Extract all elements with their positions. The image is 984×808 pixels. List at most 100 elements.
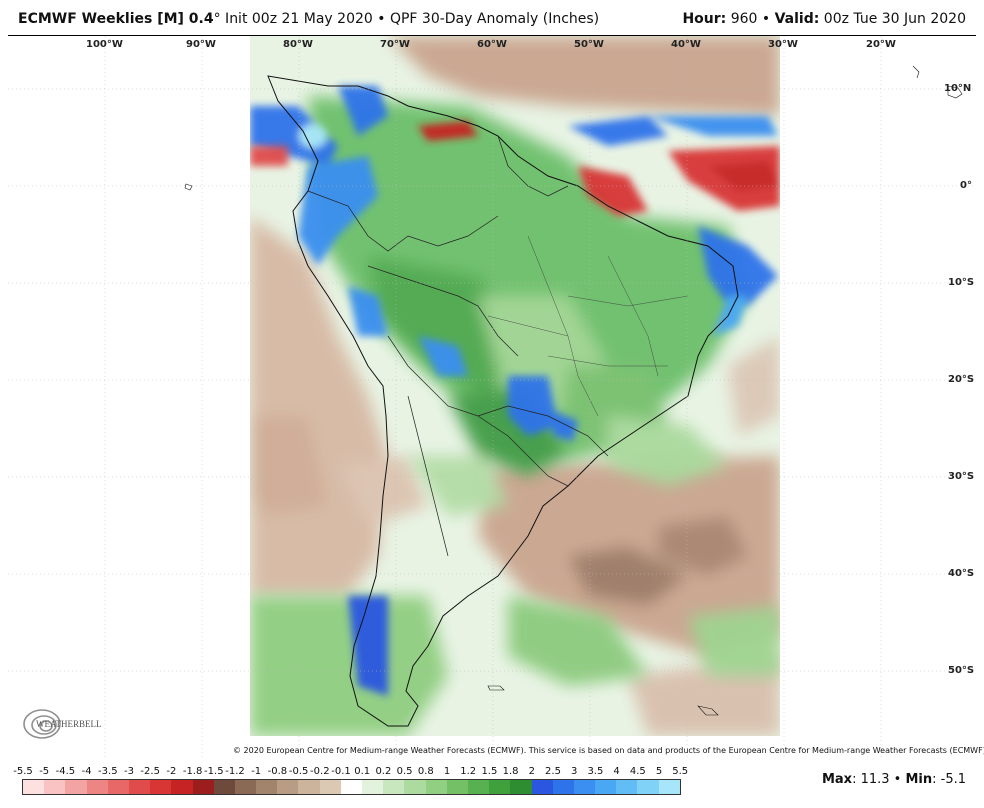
colorbar-tick-label: 1 (443, 766, 451, 777)
longitude-label: 100°W (86, 39, 123, 50)
longitude-label: 30°W (768, 39, 798, 50)
colorbar-swatch (446, 780, 468, 794)
colorbar-swatch (637, 780, 659, 794)
colorbar-swatch (425, 780, 447, 794)
colorbar-swatch (86, 780, 108, 794)
colorbar-tick-label: 4 (613, 766, 620, 777)
colorbar-tick-label: 5.5 (672, 766, 689, 777)
colorbar-tick-label: 2.5 (545, 766, 561, 777)
header: ECMWF Weeklies [M] 0.4° Init 00z 21 May … (0, 0, 984, 36)
weatherbell-logo: WEATHERBELL (23, 709, 102, 739)
latitude-label: 20°S (948, 374, 975, 385)
colorbar-tick-label: -1.2 (225, 766, 245, 777)
colorbar-tick-label: -0.1 (331, 766, 351, 777)
colorbar-swatch (362, 780, 384, 794)
colorbar-tick-label: 3 (571, 766, 578, 777)
colorbar-tick-label: -4 (81, 766, 92, 777)
colorbar-swatch (404, 780, 426, 794)
state-borders (487, 235, 689, 417)
colorbar-tick-label: 0.1 (354, 766, 371, 777)
valid-value: 00z Tue 30 Jun 2020 (819, 11, 966, 27)
colorbar-tick-label: 0.2 (375, 766, 392, 777)
copyright-notice: © 2020 European Centre for Medium-range … (233, 746, 984, 755)
colorbar-swatch (616, 780, 638, 794)
degree-symbol: ° (213, 11, 221, 27)
colorbar-tick-label: 1.2 (460, 766, 477, 777)
max-label: Max (821, 772, 853, 787)
longitude-label: 20°W (866, 39, 896, 50)
map-canvas[interactable] (8, 36, 976, 760)
latitude-label: 10°N (944, 83, 972, 94)
colorbar-swatch (340, 780, 362, 794)
colorbar-swatch (467, 780, 490, 794)
colorbar-tick-label: -5.5 (13, 766, 33, 777)
colorbar-tick-label: -0.8 (267, 766, 288, 777)
anomaly-field (250, 36, 780, 736)
hour-value: 960 • (726, 11, 775, 27)
colorbar-tick-label: 0.8 (417, 766, 434, 777)
colorbar-swatch (65, 780, 87, 794)
colorbar-swatch (489, 780, 511, 794)
latitude-label: 30°S (948, 471, 975, 482)
colorbar-tick-label: 5 (655, 766, 663, 777)
colorbar-swatch (107, 780, 129, 794)
colorbar-tick-label: -3 (124, 766, 134, 777)
colorbar-swatch (319, 780, 341, 794)
weatherbell-swirl-icon (23, 709, 61, 739)
map-frame: 100°W 90°W 80°W 70°W 60°W 50°W 40°W 30°W… (8, 35, 976, 760)
colorbar-tick-label: -0.2 (310, 766, 330, 777)
valid-time: Hour: 960 • Valid: 00z Tue 30 Jun 2020 (682, 11, 966, 27)
logo-text: WEATHERBELL (36, 719, 102, 729)
latitude-label: 0° (960, 180, 972, 191)
latitude-label: 10°S (948, 277, 975, 288)
colorbar-tick-label: -0.5 (288, 766, 309, 777)
colorbar-swatch (150, 780, 172, 794)
longitude-label: 40°W (671, 39, 701, 50)
colorbar-tick-label: 1.5 (481, 766, 498, 777)
colorbar-swatch (128, 780, 151, 794)
max-min-readout: Max: 11.3 • Min: -5.1 (822, 772, 966, 787)
coastline (267, 75, 739, 727)
title-details: Init 00z 21 May 2020 • QPF 30-Day Anomal… (220, 11, 600, 27)
colorbar-swatch (510, 780, 532, 794)
colorbar-tick-label: 2 (528, 766, 535, 777)
colorbar-swatch (277, 780, 299, 794)
colorbar-swatch (531, 780, 553, 794)
colorbar-swatch (192, 780, 214, 794)
colorbar-swatch (44, 780, 66, 794)
colorbar-swatch (23, 780, 45, 794)
longitude-label: 90°W (186, 39, 216, 50)
longitude-label: 70°W (380, 39, 410, 50)
country-borders (307, 135, 609, 557)
colorbar-legend: -5.5 -5 -4.5 -4 -3.5 -3 -2.5 -2 -1.8 -1.5 -1.2 -1 -0… (13, 762, 702, 802)
colorbar-swatch (595, 780, 617, 794)
colorbar-tick-label: -1.8 (182, 766, 203, 777)
islands (184, 65, 963, 716)
longitude-label: 80°W (283, 39, 313, 50)
colorbar-tick-label: -2 (166, 766, 177, 777)
max-value: : 11.3 • (852, 772, 906, 787)
graticule (8, 36, 976, 760)
valid-label: Valid: (774, 11, 820, 27)
colorbar-tick-label: -1 (251, 766, 262, 777)
colorbar-tick-label: 4.5 (629, 766, 646, 777)
colorbar-swatch (256, 780, 278, 794)
colorbar-swatch (552, 780, 574, 794)
latitude-label: 40°S (948, 568, 975, 579)
colorbar-tick-label: -4.5 (55, 766, 76, 777)
colorbar-tick-label: 3.5 (587, 766, 604, 777)
min-label: Min (905, 772, 933, 787)
longitude-label: 50°W (574, 39, 604, 50)
colorbar-tick-label: -2.5 (140, 766, 160, 777)
colorbar-swatch (213, 780, 235, 794)
colorbar-tick-label: 0.5 (396, 766, 413, 777)
colorbar-swatch (383, 780, 405, 794)
colorbar-tick-label: -3.5 (98, 766, 118, 777)
latitude-label: 50°S (948, 665, 975, 676)
colorbar-swatch (658, 780, 680, 794)
colorbar-swatches (22, 779, 681, 795)
min-value: : -5.1 (932, 772, 966, 787)
colorbar-swatch (234, 780, 257, 794)
colorbar-swatch (171, 780, 193, 794)
colorbar-tick-label: -5 (39, 766, 50, 777)
